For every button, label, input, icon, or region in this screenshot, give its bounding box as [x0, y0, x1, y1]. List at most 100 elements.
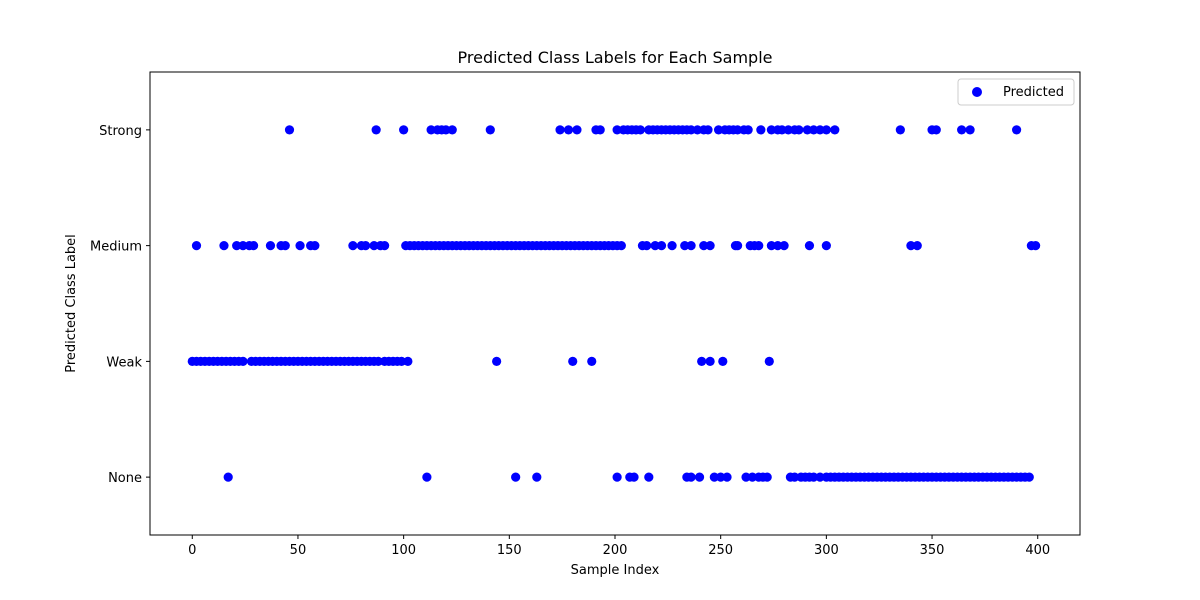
data-point [756, 125, 766, 135]
data-point [705, 356, 715, 366]
data-point [616, 241, 626, 251]
plot-points [187, 125, 1041, 482]
data-point [830, 125, 840, 135]
data-point [957, 125, 967, 135]
legend-box [957, 78, 1075, 106]
data-point [284, 125, 295, 135]
data-point [650, 241, 660, 251]
x-tick-label: 150 [497, 543, 522, 558]
x-axis-title: Sample Index [571, 563, 660, 578]
data-point [403, 356, 413, 366]
data-point [703, 125, 713, 135]
data-point [809, 125, 819, 135]
data-point [485, 125, 495, 135]
data-point [572, 125, 582, 135]
chart-title: Predicted Class Labels for Each Sample [458, 48, 773, 67]
x-tick-label: 300 [814, 543, 839, 558]
data-point [369, 241, 379, 251]
data-point [399, 125, 409, 135]
x-tick-label: 250 [708, 543, 733, 558]
data-point [248, 241, 259, 251]
data-point [773, 241, 783, 251]
data-point [713, 125, 724, 135]
data-point [595, 125, 605, 135]
data-point [722, 472, 732, 482]
data-point [232, 241, 242, 251]
data-point [709, 472, 719, 482]
data-point [743, 125, 753, 135]
data-point [766, 125, 777, 135]
data-point [790, 472, 800, 482]
x-tick-label: 0 [188, 543, 196, 558]
data-point [1031, 241, 1041, 251]
data-point [718, 356, 728, 366]
data-point [697, 356, 707, 366]
data-point [779, 241, 789, 251]
data-point [766, 241, 777, 251]
data-point [612, 125, 622, 135]
data-point [809, 472, 819, 482]
y-tick-label: Weak [106, 355, 142, 370]
data-point [191, 241, 202, 251]
data-point [447, 125, 457, 135]
data-point [371, 125, 381, 135]
data-point [441, 125, 451, 135]
x-tick-label: 400 [1025, 543, 1050, 558]
data-point [716, 472, 726, 482]
data-point [783, 125, 793, 135]
data-point [754, 241, 764, 251]
data-point [555, 125, 565, 135]
data-point [280, 241, 290, 251]
data-point [629, 472, 639, 482]
data-point [747, 472, 757, 482]
data-point [295, 241, 305, 251]
data-point [656, 241, 667, 251]
data-point [587, 356, 597, 366]
data-point [931, 125, 941, 135]
data-point [426, 125, 436, 135]
x-tick-label: 100 [391, 543, 416, 558]
y-axis-title: Predicted Class Label [64, 234, 79, 373]
x-tick-label: 50 [290, 543, 307, 558]
y-tick-label: None [108, 471, 142, 486]
legend-label: Predicted [1003, 85, 1064, 100]
data-point [373, 356, 383, 366]
data-point [741, 472, 751, 482]
data-point [699, 241, 709, 251]
data-point [219, 241, 229, 251]
data-point [642, 241, 652, 251]
data-point [686, 125, 696, 135]
data-point [692, 125, 703, 135]
data-point [686, 472, 696, 482]
y-tick-label: Strong [99, 124, 142, 139]
data-point [804, 241, 815, 251]
data-point [511, 472, 521, 482]
data-point [265, 241, 276, 251]
data-point [694, 472, 705, 482]
data-point [815, 472, 825, 482]
y-tick-label: Medium [90, 240, 142, 255]
data-point [568, 356, 578, 366]
data-point [802, 125, 812, 135]
data-point [821, 125, 831, 135]
legend: Predicted [957, 78, 1075, 106]
data-point [360, 241, 371, 251]
data-point [762, 472, 772, 482]
data-point [777, 125, 787, 135]
data-point [310, 241, 320, 251]
x-tick-label: 350 [920, 543, 945, 558]
data-point [492, 356, 502, 366]
data-point [223, 472, 233, 482]
data-point [821, 241, 831, 251]
data-point [705, 241, 715, 251]
data-point [686, 241, 696, 251]
data-point [732, 241, 743, 251]
plot-frame [149, 71, 1081, 536]
data-point [912, 241, 922, 251]
legend-marker [972, 87, 982, 97]
data-point [1011, 125, 1022, 135]
data-point [906, 241, 916, 251]
data-point [667, 241, 677, 251]
data-point [238, 356, 248, 366]
